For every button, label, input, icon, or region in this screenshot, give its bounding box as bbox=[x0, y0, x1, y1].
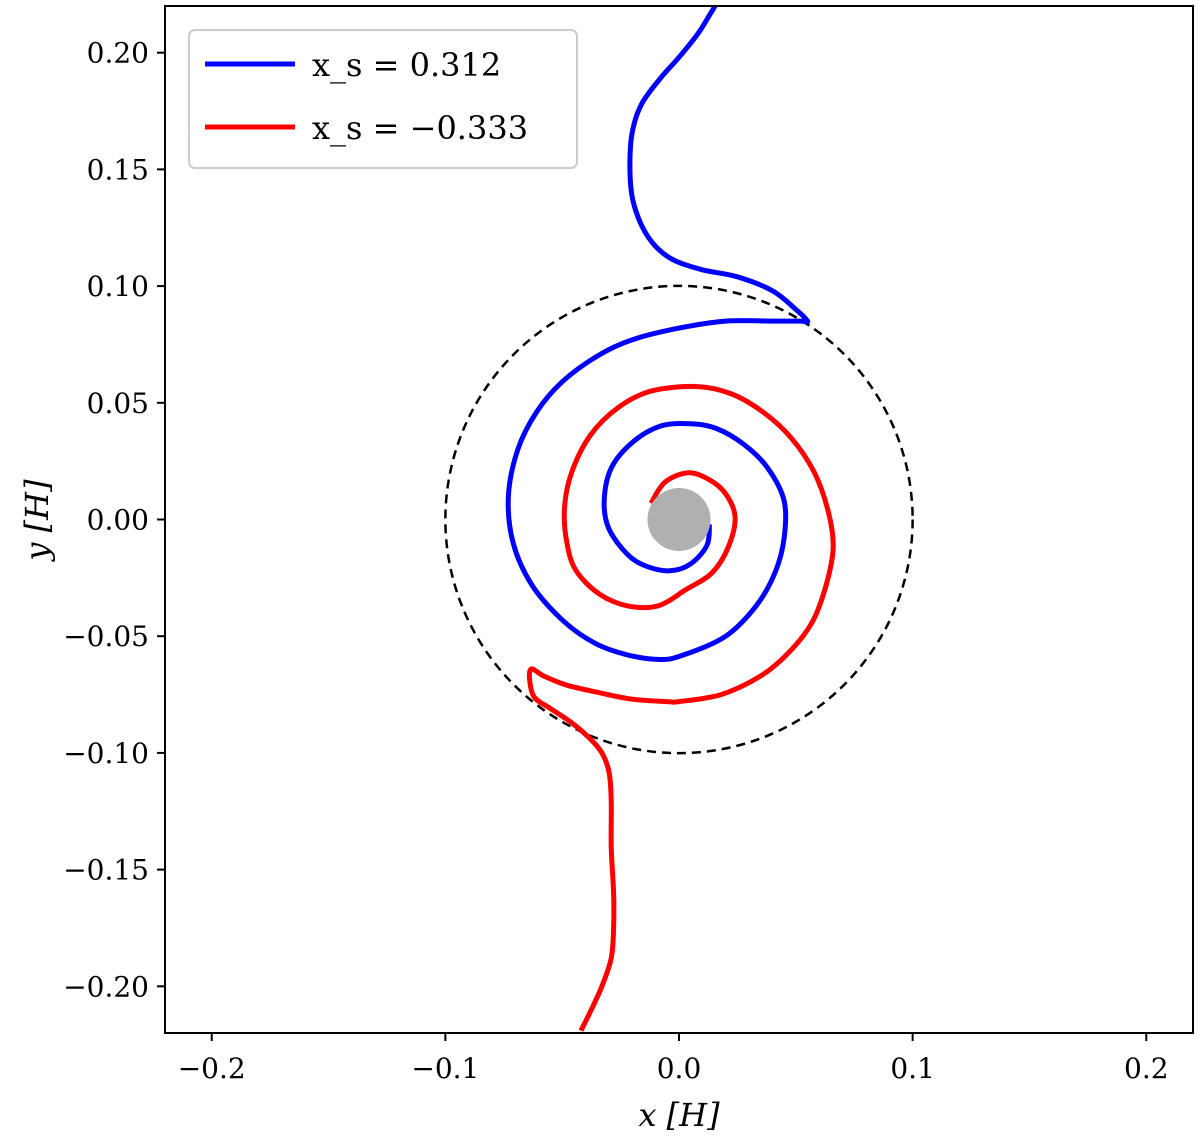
central-disk bbox=[647, 487, 711, 552]
y-tick-label: −0.20 bbox=[63, 970, 149, 1003]
x-axis-label: x [H] bbox=[638, 1096, 720, 1134]
y-tick-label: −0.05 bbox=[63, 620, 149, 653]
x-tick-label: −0.2 bbox=[178, 1052, 246, 1085]
x-tick-label: 0.0 bbox=[657, 1052, 702, 1085]
y-tick-label: 0.10 bbox=[87, 270, 149, 303]
x-tick-label: 0.2 bbox=[1124, 1052, 1169, 1085]
y-tick-label: −0.15 bbox=[63, 854, 149, 887]
legend: x_s = 0.312 x_s = −0.333 bbox=[188, 29, 578, 169]
y-tick-label: 0.05 bbox=[87, 387, 149, 420]
series-line-red bbox=[526, 383, 836, 1032]
y-tick-label: −0.10 bbox=[63, 737, 149, 770]
y-tick-label: 0.20 bbox=[87, 37, 149, 70]
x-tick-label: −0.1 bbox=[411, 1052, 479, 1085]
y-axis-ticks: 0.20 0.15 0.10 0.05 0.00 −0.05 −0.10 −0.15 −0.20 bbox=[63, 37, 165, 1003]
x-axis-ticks: −0.2 −0.1 0.0 0.1 0.2 bbox=[178, 1033, 1169, 1085]
y-tick-label: 0.00 bbox=[87, 504, 149, 537]
legend-label-red: x_s = −0.333 bbox=[312, 109, 528, 147]
series-line-blue bbox=[505, 6, 811, 662]
x-tick-label: 0.1 bbox=[890, 1052, 935, 1085]
dashed-circle bbox=[444, 284, 914, 755]
y-axis-label: y [H] bbox=[18, 479, 56, 563]
legend-label-blue: x_s = 0.312 bbox=[312, 46, 501, 84]
plot-content bbox=[444, 6, 914, 1032]
y-tick-label: 0.15 bbox=[87, 153, 149, 186]
